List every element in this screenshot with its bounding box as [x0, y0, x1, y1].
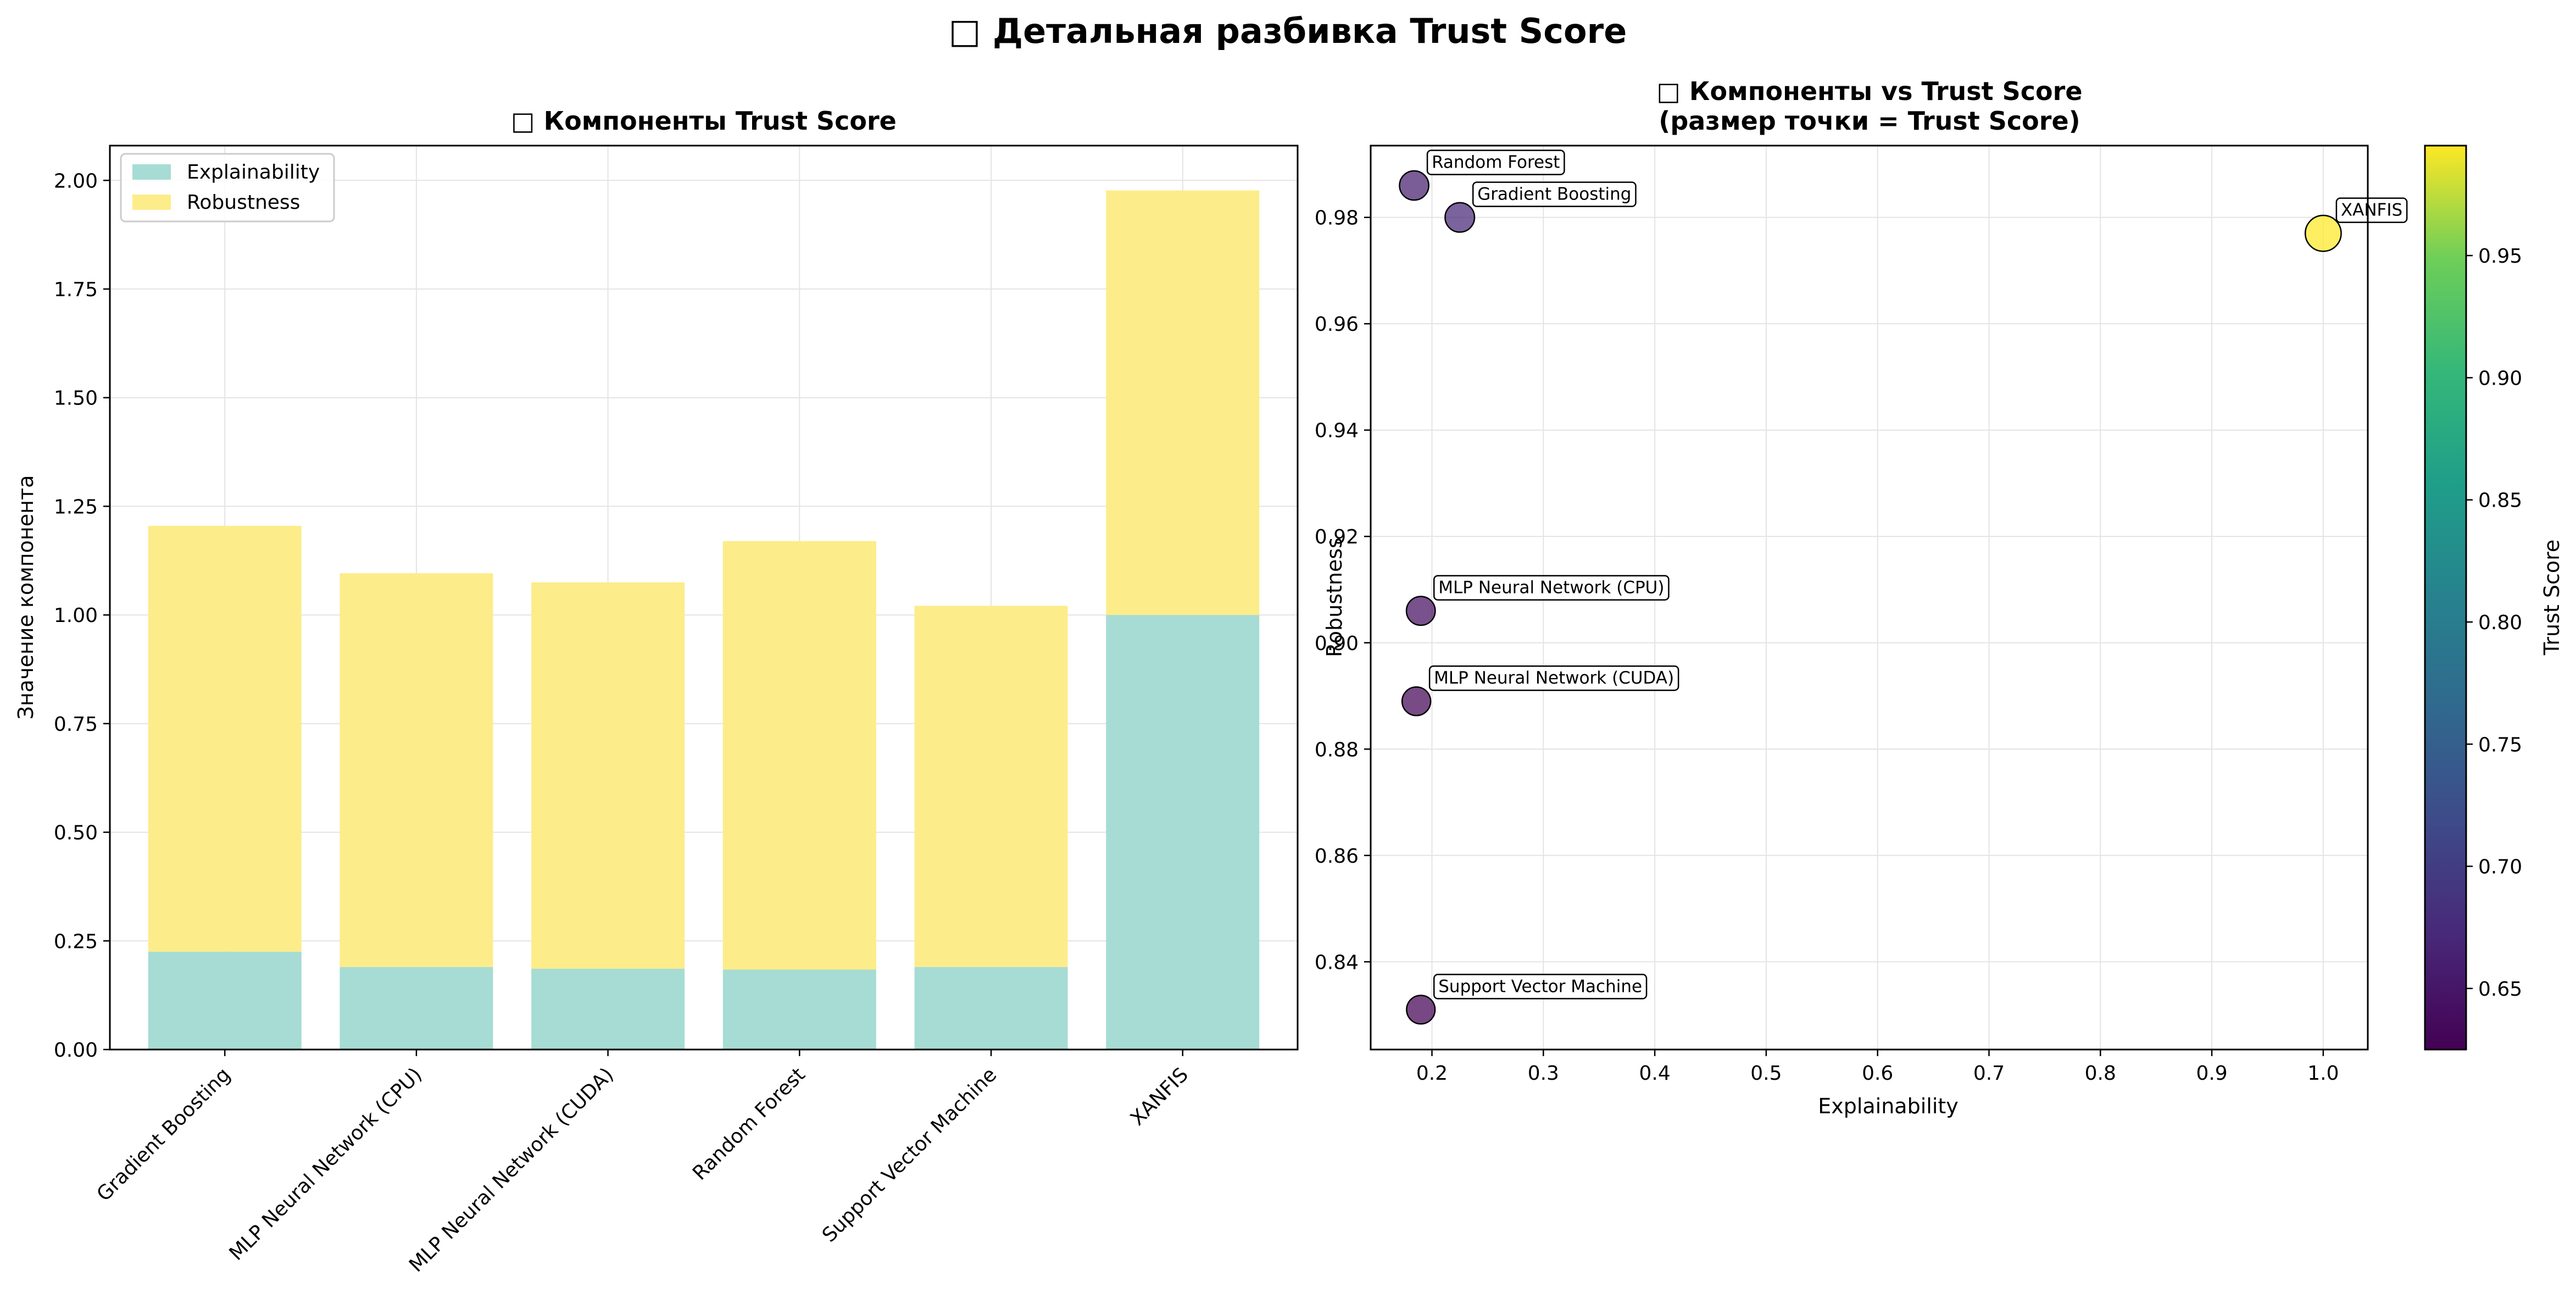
- bar-explainability-2: [340, 967, 493, 1050]
- scatter-y-tick-label: 0.86: [1315, 845, 1359, 868]
- scatter-x-tick-label: 0.7: [1973, 1062, 2005, 1085]
- scatter-point-5: [1406, 995, 1436, 1025]
- colorbar-tick-label: 0.75: [2478, 734, 2522, 756]
- legend-box: [120, 153, 335, 223]
- scatter-title: □ Компоненты vs Trust Score: [1656, 76, 2082, 106]
- scatter-x-tick-label: 0.8: [2085, 1062, 2116, 1085]
- bar-x-tick-label: Gradient Boosting: [92, 1063, 235, 1206]
- scatter-y-tick-label: 0.88: [1315, 739, 1359, 761]
- colorbar-label: Trust Score: [2540, 540, 2564, 656]
- scatter-x-tick-label: 0.3: [1528, 1062, 1559, 1085]
- bar-robustness-6: [1106, 190, 1260, 615]
- bar-y-tick-label: 1.50: [54, 387, 98, 410]
- scatter-x-tick-label: 0.4: [1639, 1062, 1670, 1085]
- scatter-y-tick-label: 0.98: [1315, 207, 1359, 230]
- scatter-x-tick-label: 0.5: [1750, 1062, 1782, 1085]
- legend-swatch-robustness: [132, 195, 171, 210]
- scatter-x-tick-label: 0.6: [1862, 1062, 1893, 1085]
- bar-y-tick-label: 0.50: [54, 822, 98, 845]
- legend-swatch-explainability: [132, 164, 171, 180]
- figure-title: □ Детальная разбивка Trust Score: [949, 11, 1627, 51]
- colorbar-tick-label: 0.70: [2478, 856, 2522, 879]
- scatter-y-tick-label: 0.90: [1315, 632, 1359, 655]
- scatter-y-tick-label: 0.92: [1315, 526, 1359, 548]
- stacked-bar-chart: 0.00 0.25 0.50 0.75 1.00 1.25 1.50 1.75 2.00 Gra…: [14, 106, 1299, 1276]
- scatter-point-labels: Gradient Boosting MLP Neural Network (CPU…: [1426, 149, 2408, 1000]
- scatter-y-tick-label: 0.84: [1315, 951, 1359, 974]
- scatter-x-ticks: 0.2 0.3 0.4 0.5 0.6 0.7 0.8 0.9 1.0: [1416, 1050, 2339, 1085]
- scatter-chart: Gradient Boosting MLP Neural Network (CPU…: [1315, 76, 2564, 1118]
- scatter-point-label: Support Vector Machine: [1438, 976, 1642, 996]
- bar-explainability-4: [722, 969, 876, 1050]
- bar-y-tick-label: 0.00: [54, 1039, 98, 1062]
- bar-y-tick-label: 0.75: [54, 713, 98, 736]
- bar-robustness-4: [722, 541, 876, 970]
- colorbar-tick-label: 0.85: [2478, 490, 2522, 512]
- scatter-y-tick-label: 0.94: [1315, 420, 1359, 442]
- bar-y-tick-label: 2.00: [54, 170, 98, 192]
- bar-y-tick-label: 1.25: [54, 496, 98, 518]
- bar-explainability-3: [531, 968, 685, 1050]
- scatter-point-label-box: [2335, 197, 2408, 223]
- scatter-point-label-box: [1428, 665, 1679, 691]
- scatter-point-label-box: [1433, 575, 1670, 601]
- scatter-point-label: MLP Neural Network (CPU): [1438, 578, 1664, 598]
- bar-robustness-3: [531, 582, 685, 969]
- bar-y-tick-label: 1.75: [54, 279, 98, 301]
- bar-chart-y-label: Значение компонента: [14, 475, 38, 720]
- scatter-x-tick-label: 0.9: [2196, 1062, 2227, 1085]
- scatter-subtitle: (размер точки = Trust Score): [1659, 106, 2080, 136]
- scatter-point-1: [1444, 202, 1476, 233]
- scatter-point-4: [1399, 170, 1429, 201]
- bar-explainability-1: [148, 952, 302, 1050]
- bar-chart-legend: Explainability Robustness: [120, 153, 335, 223]
- colorbar-tick-label: 0.80: [2478, 612, 2522, 634]
- scatter-point-label: Random Forest: [1432, 153, 1560, 173]
- scatter-frame: [1370, 145, 2369, 1051]
- bar-robustness-1: [148, 526, 302, 952]
- scatter-point-label: XANFIS: [2341, 201, 2402, 220]
- colorbar-ticks: 0.65 0.70 0.75 0.80 0.85 0.90 0.95: [2466, 245, 2522, 1001]
- colorbar-tick-label: 0.90: [2478, 367, 2522, 390]
- colorbar: [2424, 145, 2467, 1051]
- bar-robustness-2: [340, 573, 493, 967]
- legend-label-robustness: Robustness: [187, 191, 300, 214]
- scatter-points: [1399, 170, 2342, 1025]
- bar-x-tick-label: MLP Neural Network (CPU): [225, 1063, 427, 1265]
- scatter-y-label: Robustness: [1322, 537, 1347, 657]
- scatter-x-label: Explainability: [1818, 1094, 1959, 1118]
- scatter-y-ticks: 0.84 0.86 0.88 0.90 0.92 0.94 0.96 0.98: [1315, 207, 1371, 974]
- scatter-x-tick-label: 1.0: [2307, 1062, 2339, 1085]
- scatter-x-tick-label: 0.2: [1416, 1062, 1448, 1085]
- bar-x-tick-label: XANFIS: [1126, 1063, 1193, 1130]
- bar-y-tick-label: 1.00: [54, 604, 98, 627]
- bar-x-tick-label: Support Vector Machine: [818, 1063, 1001, 1246]
- bar-explainability-5: [914, 967, 1068, 1050]
- scatter-y-tick-label: 0.96: [1315, 313, 1359, 336]
- scatter-point-label: MLP Neural Network (CUDA): [1434, 668, 1674, 688]
- scatter-point-2: [1405, 596, 1436, 626]
- scatter-point-3: [1401, 686, 1432, 717]
- scatter-point-label-box: [1426, 149, 1565, 175]
- bar-chart-frame: [109, 145, 1299, 1051]
- scatter-point-label-box: [1472, 181, 1637, 207]
- bar-x-tick-label: MLP Neural Network (CUDA): [405, 1063, 618, 1276]
- bar-chart-bars: [148, 190, 1260, 1050]
- bar-x-tick-label: Random Forest: [688, 1063, 810, 1185]
- bar-y-tick-label: 0.25: [54, 930, 98, 953]
- bar-explainability-6: [1106, 615, 1260, 1050]
- bar-robustness-5: [914, 606, 1068, 967]
- scatter-point-6: [2304, 214, 2342, 252]
- legend-label-explainability: Explainability: [187, 161, 320, 184]
- scatter-point-label-box: [1433, 974, 1648, 1000]
- bar-chart-y-ticks: 0.00 0.25 0.50 0.75 1.00 1.25 1.50 1.75 2.00: [54, 170, 110, 1062]
- bar-chart-title: □ Компоненты Trust Score: [511, 106, 897, 136]
- scatter-point-label: Gradient Boosting: [1477, 185, 1631, 204]
- colorbar-tick-label: 0.65: [2478, 978, 2522, 1001]
- colorbar-tick-label: 0.95: [2478, 245, 2522, 268]
